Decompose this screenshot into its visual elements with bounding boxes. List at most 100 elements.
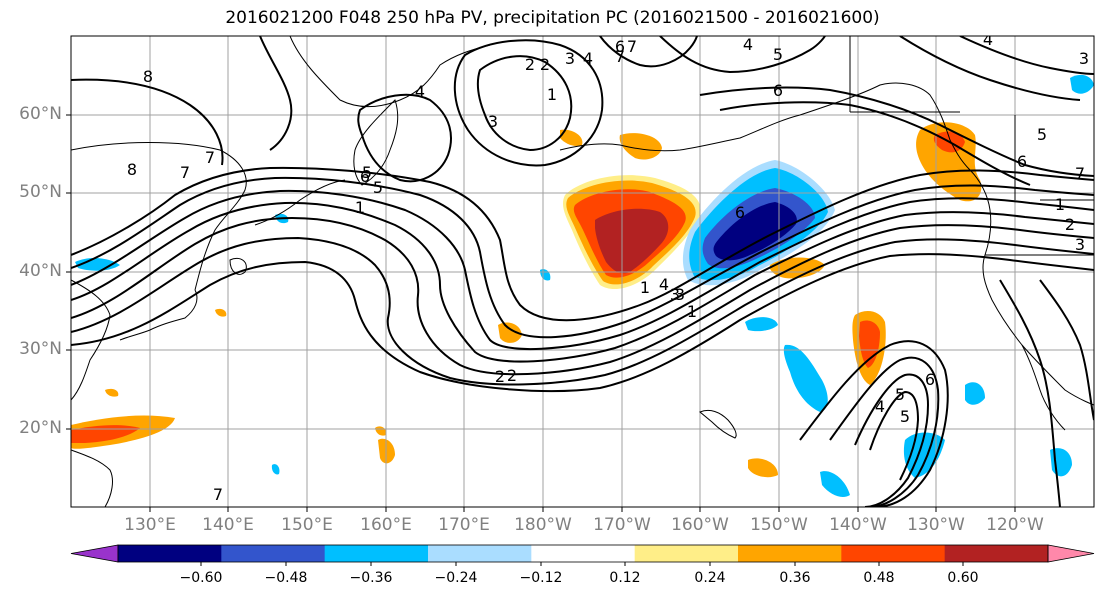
- lon-label: 130°W: [907, 515, 965, 535]
- contour-label: 1: [547, 85, 557, 104]
- pv-contour: [799, 340, 949, 507]
- figure-title: 2016021200 F048 250 hPa PV, precipitatio…: [225, 8, 880, 28]
- pv-contours: [71, 36, 1094, 507]
- coast-korea-china: [71, 279, 111, 401]
- contour-label: 7: [205, 148, 215, 167]
- contour-label: 7: [180, 163, 190, 182]
- pv-contour: [357, 93, 452, 183]
- graticule: [71, 36, 1094, 507]
- pv-contour: [71, 216, 1094, 376]
- contour-label: 6: [615, 37, 625, 56]
- contour-label: 2: [495, 367, 505, 386]
- contour-label: 4: [875, 397, 885, 416]
- lon-label: 150°E: [281, 515, 333, 535]
- colorbar-swatch: [118, 545, 222, 562]
- pv-contour: [719, 101, 1031, 186]
- contour-label: 5: [373, 178, 383, 197]
- pv-contour: [699, 86, 1094, 177]
- lon-label: 160°E: [360, 515, 412, 535]
- colorbar-tick-label: −0.12: [519, 570, 563, 586]
- borders: [849, 36, 1094, 256]
- precip-negative-area: [271, 464, 280, 475]
- contour-label: 7: [627, 37, 637, 56]
- precip-positive-area: [71, 425, 140, 443]
- coast-japan: [119, 289, 198, 341]
- precip-positive-area: [619, 133, 662, 160]
- colorbar-tick-label: 0.60: [947, 570, 979, 586]
- pv-contour: [259, 36, 293, 151]
- colorbar-tick-label: 0.12: [609, 570, 641, 586]
- colorbar-tick-label: −0.60: [179, 570, 223, 586]
- contour-label: 3: [1079, 49, 1089, 68]
- contour-label: 4: [583, 49, 593, 68]
- contour-label: 1: [687, 302, 697, 321]
- colorbar-tick-label: −0.48: [264, 570, 308, 586]
- pv-contour: [829, 356, 940, 507]
- pv-contour: [659, 36, 826, 74]
- pv-contour: [999, 279, 1061, 507]
- pv-contour: [71, 189, 1094, 351]
- colorbar-tick-label: −0.36: [349, 570, 393, 586]
- contour-label: 7: [213, 485, 223, 504]
- precip-negative-area: [965, 382, 985, 405]
- pv-contour: [854, 373, 930, 507]
- contour-label: 2: [507, 366, 517, 385]
- lon-label: 120°W: [986, 515, 1044, 535]
- contour-label: 1: [355, 198, 365, 217]
- coast-hokkaido: [229, 257, 247, 275]
- colorbar-extend-high: [1047, 544, 1095, 563]
- colorbar-swatch: [738, 545, 842, 562]
- lon-label: 130°E: [124, 515, 176, 535]
- colorbar-tick-label: 0.24: [694, 570, 726, 586]
- coast-asia: [289, 36, 491, 108]
- contour-label: 8: [143, 67, 153, 86]
- contour-label: 5: [895, 385, 905, 404]
- lon-label: 140°E: [202, 515, 254, 535]
- contour-label: 5: [362, 163, 372, 182]
- colorbar-extend-low: [70, 544, 119, 563]
- ticks: [66, 114, 1016, 512]
- pv-contour: [453, 39, 604, 167]
- colorbar-swatch: [841, 545, 946, 562]
- colorbar-swatch: [634, 545, 739, 562]
- lon-label: 170°W: [593, 515, 651, 535]
- coast-british-columbia: [969, 169, 1094, 406]
- contour-label: 8: [127, 160, 137, 179]
- contour-label: 1: [640, 278, 650, 297]
- precip-positive-area: [105, 388, 119, 397]
- contour-labels: 8 7 6 5 4 3 2 1 1 2 3 4 5 6 7 8 1 2 3 4 …: [127, 30, 1089, 504]
- pv-contour: [71, 176, 1094, 339]
- pv-contour: [599, 36, 698, 68]
- contour-label: 4: [659, 275, 669, 294]
- pv-contour: [959, 36, 1094, 75]
- precip-positive-area: [498, 322, 522, 343]
- pv-contour: [71, 201, 1094, 363]
- precip-negative-area: [713, 202, 797, 261]
- precip-negative-area: [1070, 74, 1094, 94]
- pv-contour: [476, 55, 573, 152]
- coast-alaska: [799, 82, 971, 171]
- contour-label: 3: [565, 49, 575, 68]
- colorbar-frame: [117, 544, 1049, 563]
- contour-label: 4: [983, 30, 993, 49]
- lon-label: 140°W: [829, 515, 887, 535]
- precip-shading: [71, 74, 1094, 497]
- pv-contour: [71, 166, 1094, 322]
- pv-contour: [899, 36, 1081, 101]
- pv-contour: [71, 78, 224, 166]
- colorbar-tick-label: −0.24: [434, 570, 478, 586]
- contour-label: 7: [615, 47, 625, 66]
- contour-label: 1: [1055, 195, 1065, 214]
- colorbar-swatch: [531, 545, 636, 562]
- contour-label: 2: [1065, 215, 1075, 234]
- lat-label-20n: 20°N: [19, 418, 62, 438]
- contour-label: 6: [925, 370, 935, 389]
- precip-negative-area: [820, 471, 850, 497]
- contour-label: 7: [1075, 164, 1085, 183]
- coast-hawaii: [699, 409, 737, 439]
- precip-positive-area: [215, 308, 227, 317]
- colorbar-tick-label: 0.36: [779, 570, 811, 586]
- contour-label: 3: [675, 285, 685, 304]
- lon-label: 150°W: [750, 515, 808, 535]
- pv-contour: [71, 236, 1094, 386]
